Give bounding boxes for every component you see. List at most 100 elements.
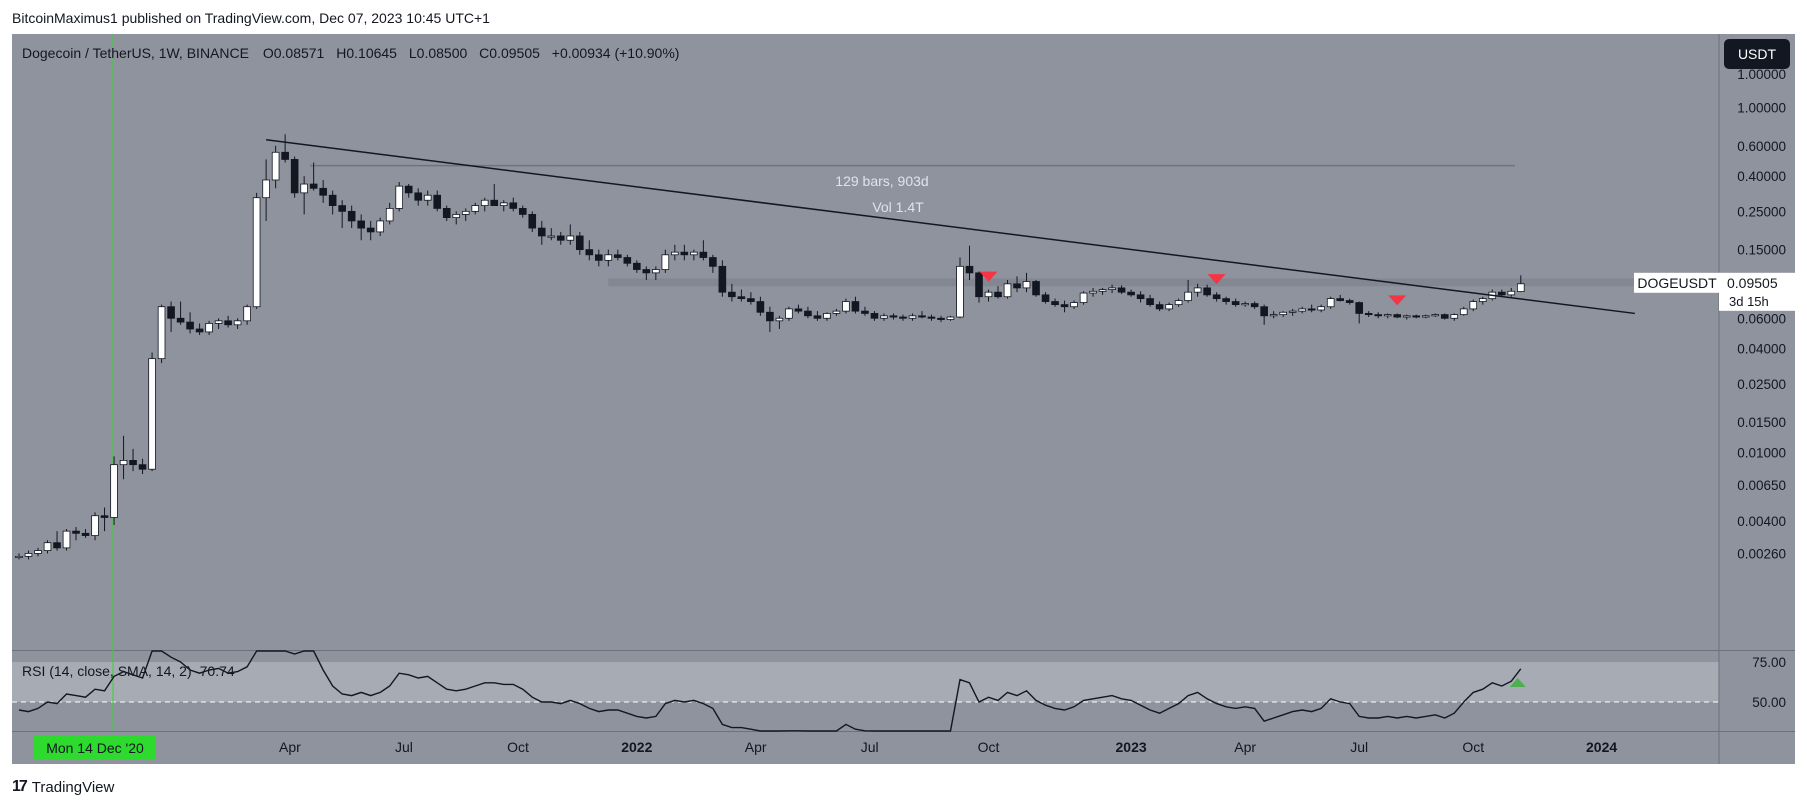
candle[interactable] xyxy=(756,296,765,316)
candle[interactable] xyxy=(1051,298,1059,307)
price-scale[interactable] xyxy=(1719,34,1795,731)
candle[interactable] xyxy=(1469,299,1478,312)
candle[interactable] xyxy=(975,271,983,303)
candle[interactable] xyxy=(233,318,242,329)
candle[interactable] xyxy=(965,245,974,280)
candle[interactable] xyxy=(509,197,518,212)
candle[interactable] xyxy=(423,190,432,206)
candle[interactable] xyxy=(842,298,850,314)
candle[interactable] xyxy=(157,304,166,364)
candle[interactable] xyxy=(1241,301,1249,307)
candle[interactable] xyxy=(252,192,261,309)
candle[interactable] xyxy=(832,308,841,316)
candle[interactable] xyxy=(480,197,489,212)
candle[interactable] xyxy=(642,266,651,280)
candle[interactable] xyxy=(1060,300,1069,313)
candle[interactable] xyxy=(889,313,898,320)
candle[interactable] xyxy=(1307,304,1316,313)
candle[interactable] xyxy=(709,254,717,273)
candle[interactable] xyxy=(205,320,213,335)
candle[interactable] xyxy=(623,254,632,267)
candle[interactable] xyxy=(699,240,708,261)
candle[interactable] xyxy=(100,507,109,532)
candle[interactable] xyxy=(1003,280,1012,299)
candle[interactable] xyxy=(1117,285,1126,294)
candle[interactable] xyxy=(1431,313,1440,318)
candle[interactable] xyxy=(547,228,556,241)
candle[interactable] xyxy=(328,190,337,215)
candle[interactable] xyxy=(728,283,736,302)
candle[interactable] xyxy=(1079,291,1088,305)
candle[interactable] xyxy=(1412,314,1421,319)
candle[interactable] xyxy=(1317,304,1325,313)
candle[interactable] xyxy=(15,553,23,560)
candle[interactable] xyxy=(1155,301,1164,312)
candle[interactable] xyxy=(823,312,831,321)
candle[interactable] xyxy=(385,202,394,225)
candle[interactable] xyxy=(1478,296,1487,305)
candle[interactable] xyxy=(994,286,1002,299)
candle[interactable] xyxy=(290,156,299,198)
currency-button[interactable]: USDT xyxy=(1724,39,1790,69)
candle[interactable] xyxy=(119,435,128,480)
candle[interactable] xyxy=(1174,298,1183,307)
candle[interactable] xyxy=(1089,287,1097,297)
candle[interactable] xyxy=(1383,313,1392,319)
candle[interactable] xyxy=(1450,313,1459,321)
candle[interactable] xyxy=(671,244,679,261)
candle[interactable] xyxy=(1032,280,1040,297)
candle[interactable] xyxy=(461,208,470,221)
candle[interactable] xyxy=(537,220,546,245)
candle[interactable] xyxy=(338,200,346,229)
resistance-zone[interactable] xyxy=(608,278,1719,287)
candle[interactable] xyxy=(62,529,71,551)
candle[interactable] xyxy=(595,249,603,267)
candle[interactable] xyxy=(747,292,755,305)
candle[interactable] xyxy=(737,289,746,302)
candle[interactable] xyxy=(1013,276,1021,293)
candle[interactable] xyxy=(775,315,784,329)
tradingview-footer[interactable]: 17 TradingView xyxy=(12,778,114,796)
candle[interactable] xyxy=(1212,292,1221,302)
candle[interactable] xyxy=(652,266,660,280)
candle[interactable] xyxy=(186,312,194,334)
candle[interactable] xyxy=(195,323,204,335)
candle[interactable] xyxy=(1070,300,1078,309)
candle[interactable] xyxy=(880,313,888,321)
candle[interactable] xyxy=(1260,304,1268,325)
candle[interactable] xyxy=(813,311,822,321)
candle[interactable] xyxy=(946,315,955,321)
candle[interactable] xyxy=(1022,272,1031,293)
candle[interactable] xyxy=(1298,306,1306,314)
candle[interactable] xyxy=(499,200,508,212)
candle[interactable] xyxy=(1203,284,1211,297)
candle[interactable] xyxy=(1222,296,1230,305)
candle[interactable] xyxy=(224,315,232,328)
candle[interactable] xyxy=(918,311,926,319)
candle[interactable] xyxy=(1516,275,1525,293)
candle[interactable] xyxy=(452,211,461,225)
candle[interactable] xyxy=(262,159,270,221)
candle[interactable] xyxy=(927,314,936,321)
candle[interactable] xyxy=(984,289,993,302)
candle[interactable] xyxy=(1193,283,1202,297)
candle[interactable] xyxy=(1374,312,1383,319)
candle[interactable] xyxy=(604,249,613,267)
candle[interactable] xyxy=(366,220,375,241)
candle[interactable] xyxy=(870,311,879,321)
candle[interactable] xyxy=(281,134,289,163)
candle[interactable] xyxy=(471,202,480,215)
candle[interactable] xyxy=(404,184,413,198)
candle[interactable] xyxy=(433,190,442,212)
candle[interactable] xyxy=(34,547,42,557)
candle-series[interactable] xyxy=(15,134,1525,560)
candle[interactable] xyxy=(1231,298,1240,307)
candle[interactable] xyxy=(1355,301,1364,324)
candle[interactable] xyxy=(1098,287,1107,295)
candle[interactable] xyxy=(1146,294,1154,307)
candle[interactable] xyxy=(1108,284,1116,294)
candle[interactable] xyxy=(414,188,423,206)
candle[interactable] xyxy=(956,257,964,319)
candle[interactable] xyxy=(1041,292,1050,304)
